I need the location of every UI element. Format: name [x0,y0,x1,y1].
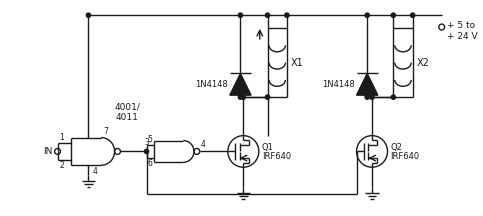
Circle shape [238,95,242,99]
Text: 6: 6 [147,159,152,168]
Text: 5: 5 [147,135,152,144]
Text: 4: 4 [201,140,206,149]
Circle shape [411,13,415,17]
Text: + 5 to
+ 24 V: + 5 to + 24 V [447,21,477,41]
Text: IRF640: IRF640 [390,152,420,161]
Text: 7: 7 [103,127,108,136]
Circle shape [365,13,369,17]
Text: 4001/
4011: 4001/ 4011 [114,102,140,122]
Circle shape [265,95,270,99]
Circle shape [365,95,369,99]
Text: IN: IN [43,147,53,156]
Circle shape [265,13,270,17]
Circle shape [238,13,242,17]
Text: X1: X1 [291,58,303,68]
Polygon shape [230,73,251,95]
Circle shape [391,95,396,99]
Text: Q1: Q1 [262,143,273,152]
Circle shape [285,13,289,17]
Circle shape [370,95,374,99]
Text: X2: X2 [416,58,429,68]
Text: IRF640: IRF640 [262,152,291,161]
Text: 1: 1 [59,133,64,141]
Text: Q2: Q2 [390,143,402,152]
Circle shape [144,149,149,154]
Circle shape [241,95,245,99]
Text: 1N4148: 1N4148 [195,80,228,89]
Circle shape [391,13,396,17]
Circle shape [86,13,91,17]
Text: 4: 4 [92,167,97,176]
Text: 3: 3 [144,138,149,148]
Text: 2: 2 [59,161,64,170]
Text: 1N4148: 1N4148 [322,80,355,89]
Polygon shape [356,73,378,95]
